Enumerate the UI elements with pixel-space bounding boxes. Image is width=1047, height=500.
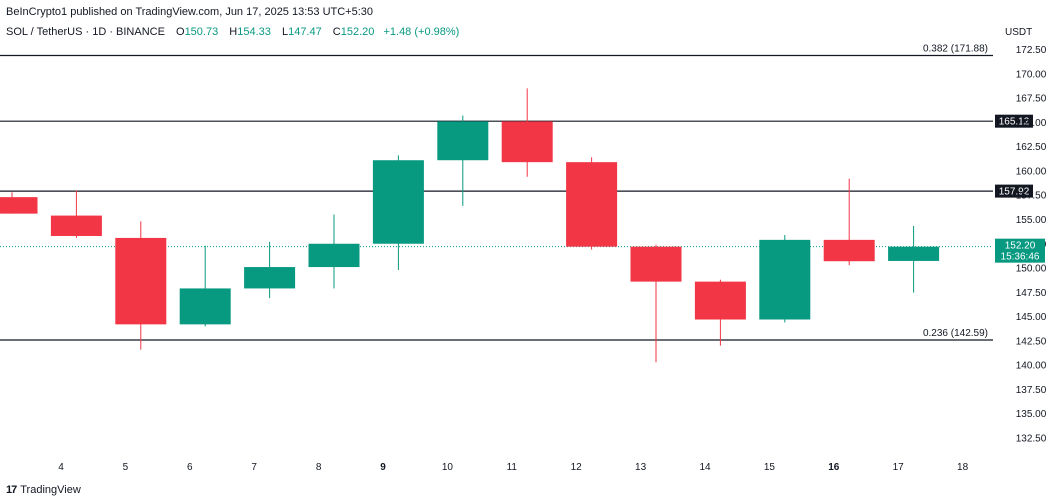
level-label-3: 0.236 (142.59) — [923, 328, 988, 339]
candle-body-10[interactable] — [437, 121, 489, 161]
candle-body-3[interactable] — [0, 197, 38, 214]
x-tick-16: 16 — [828, 462, 840, 473]
tradingview-logo-icon: 17 — [6, 484, 17, 496]
candle-body-9[interactable] — [372, 160, 424, 244]
level-badge-2 — [995, 184, 1033, 198]
close-label: C — [332, 26, 341, 38]
x-tick-4: 4 — [58, 462, 64, 473]
y-tick-3: 165.00 — [1016, 118, 1047, 129]
candle-body-14[interactable] — [694, 281, 746, 320]
x-tick-14: 14 — [699, 462, 711, 473]
y-tick-15: 135.00 — [1016, 409, 1047, 420]
last-price-badge-timer: 15:36:46 — [1001, 252, 1040, 263]
y-tick-5: 160.00 — [1016, 166, 1047, 177]
close-value: 152.20 — [340, 26, 375, 38]
level-label-0: 0.382 (171.88) — [923, 44, 988, 55]
candle-body-12[interactable] — [566, 162, 618, 247]
high-value: 154.33 — [237, 26, 271, 38]
x-tick-18: 18 — [957, 462, 969, 473]
tradingview-brand-text: TradingView — [20, 484, 81, 496]
y-tick-1: 170.00 — [1016, 69, 1047, 80]
low-value: 147.47 — [288, 26, 322, 38]
x-tick-15: 15 — [764, 462, 776, 473]
candle-body-6[interactable] — [179, 288, 231, 325]
open-value: 150.73 — [184, 26, 219, 38]
symbol-legend: SOL / TetherUS · 1D · BINANCE O150.73 H1… — [6, 26, 459, 38]
x-tick-17: 17 — [893, 462, 905, 473]
y-tick-11: 145.00 — [1016, 312, 1047, 323]
x-tick-11: 11 — [507, 462, 518, 473]
level-badge-text-2: 157.92 — [999, 187, 1030, 198]
y-tick-13: 140.00 — [1016, 361, 1047, 372]
high-label: H — [229, 26, 238, 38]
y-tick-12: 142.50 — [1016, 336, 1047, 347]
y-tick-0: 172.50 — [1016, 45, 1047, 56]
open-label: O — [176, 26, 185, 38]
level-badge-1 — [995, 114, 1033, 128]
x-tick-6: 6 — [187, 462, 193, 473]
low-label: L — [281, 26, 289, 38]
candle-body-13[interactable] — [630, 246, 682, 282]
candle-body-4[interactable] — [50, 215, 102, 236]
y-tick-6: 157.50 — [1016, 191, 1047, 202]
candle-body-7[interactable] — [244, 267, 296, 289]
change-value: +1.48 (+0.98%) — [383, 26, 460, 38]
last-price-badge — [995, 238, 1045, 263]
y-tick-7: 155.00 — [1016, 215, 1047, 226]
y-tick-16: 132.50 — [1016, 434, 1047, 445]
y-tick-9: 150.00 — [1016, 264, 1047, 275]
y-tick-2: 167.50 — [1016, 94, 1047, 105]
candle-body-16[interactable] — [823, 239, 875, 262]
level-badge-text-1: 165.12 — [999, 117, 1030, 128]
symbol-title[interactable]: SOL / TetherUS · 1D · BINANCE — [6, 26, 165, 38]
tradingview-logo[interactable]: 17 TradingView — [6, 484, 81, 496]
x-tick-8: 8 — [316, 462, 322, 473]
x-tick-7: 7 — [251, 462, 257, 473]
x-tick-10: 10 — [442, 462, 454, 473]
y-tick-14: 137.50 — [1016, 385, 1047, 396]
candle-body-17[interactable] — [888, 246, 940, 261]
candle-body-11[interactable] — [501, 121, 553, 163]
y-tick-4: 162.50 — [1016, 142, 1047, 153]
candle-body-5[interactable] — [115, 237, 167, 325]
x-tick-9: 9 — [380, 462, 386, 473]
candle-body-15[interactable] — [759, 239, 811, 320]
price-unit-label: USDT — [1005, 27, 1033, 38]
publisher-line: BeInCrypto1 published on TradingView.com… — [6, 6, 374, 18]
last-price-badge-value: 152.20 — [1005, 241, 1036, 252]
x-tick-13: 13 — [635, 462, 647, 473]
candle-body-8[interactable] — [308, 243, 360, 268]
y-tick-10: 147.50 — [1016, 288, 1047, 299]
x-tick-12: 12 — [571, 462, 583, 473]
x-tick-5: 5 — [123, 462, 129, 473]
